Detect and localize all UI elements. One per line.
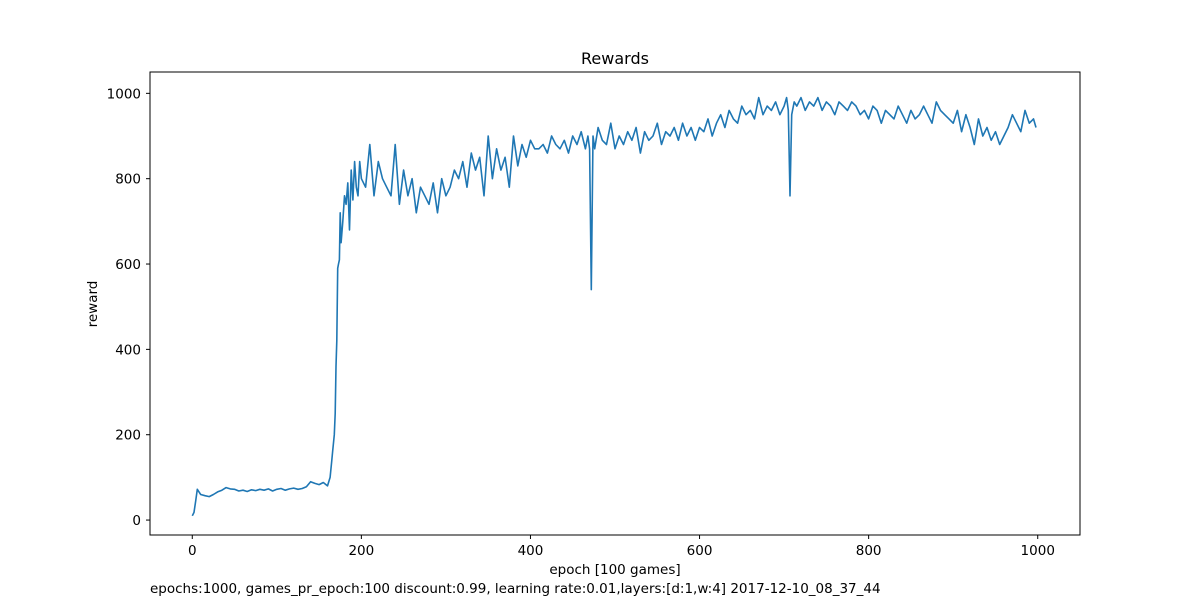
- x-tick-label: 400: [518, 543, 544, 559]
- y-tick-label: 800: [115, 172, 141, 188]
- plot-area: [191, 96, 1037, 517]
- y-tick-label: 1000: [107, 86, 141, 102]
- x-tick-label: 600: [687, 543, 713, 559]
- x-tick-label: 0: [188, 543, 197, 559]
- y-tick-label: 200: [115, 428, 141, 444]
- y-tick-label: 600: [115, 257, 141, 273]
- y-axis: 0 200 400 600 800 1000: [107, 86, 150, 529]
- x-tick-label: 800: [856, 543, 882, 559]
- x-tick-label: 1000: [1021, 543, 1055, 559]
- caption: epochs:1000, games_pr_epoch:100 discount…: [150, 581, 881, 597]
- y-tick-label: 400: [115, 342, 141, 358]
- chart-title: Rewards: [581, 49, 649, 68]
- plot-frame: [149, 71, 1081, 536]
- y-tick-label: 0: [132, 513, 141, 529]
- y-axis-label: reward: [85, 281, 101, 328]
- x-axis: 0 200 400 600 800 1000: [188, 535, 1055, 559]
- x-tick-label: 200: [348, 543, 374, 559]
- series-line-0: [191, 96, 1037, 517]
- x-axis-label: epoch [100 games]: [549, 562, 680, 578]
